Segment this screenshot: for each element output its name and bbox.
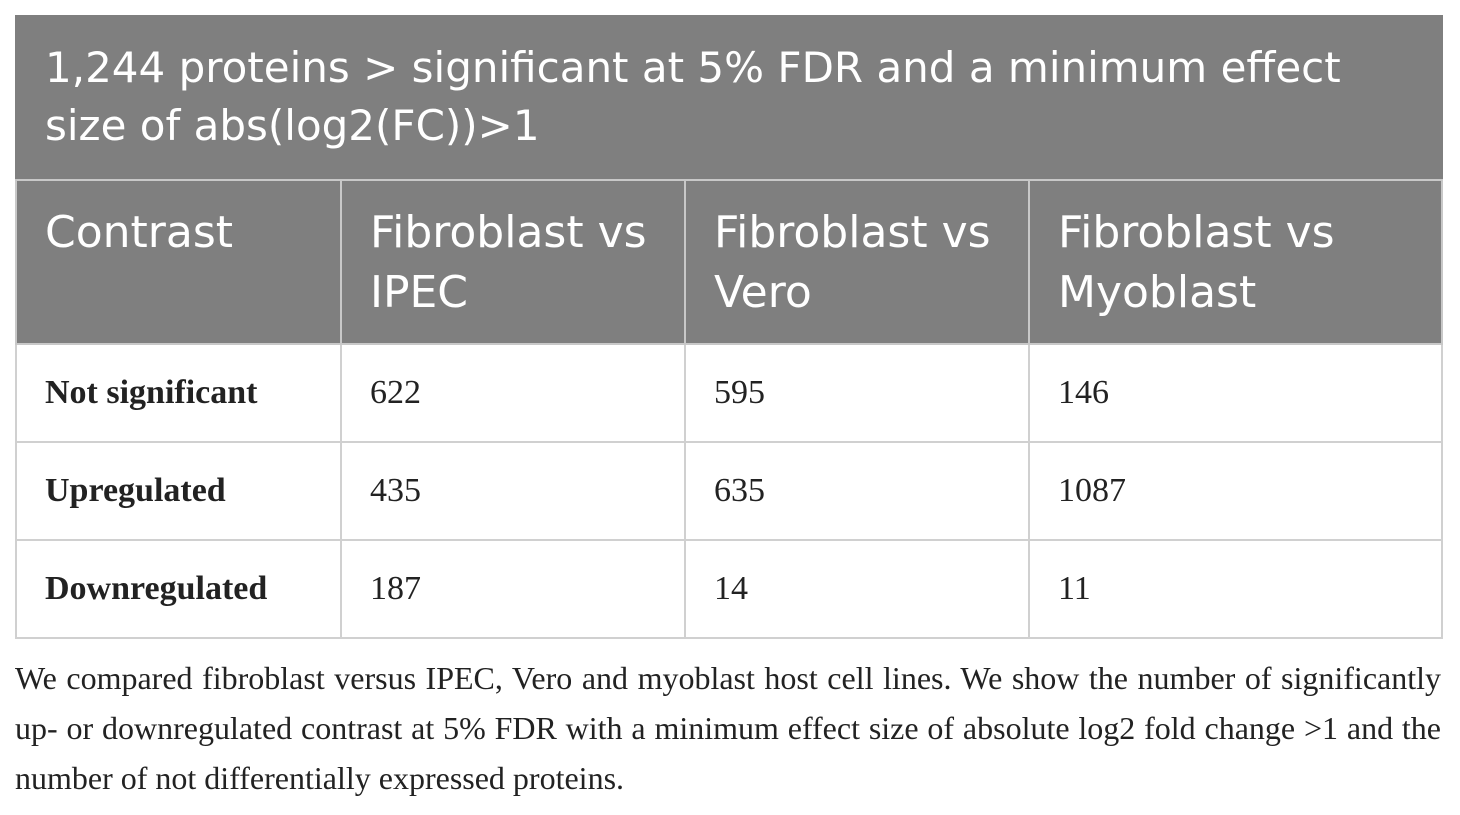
column-header: Fibroblast vs Vero <box>684 179 1030 345</box>
cell: 595 <box>684 343 1030 443</box>
column-header: Fibroblast vs Myoblast <box>1028 179 1443 345</box>
table-row: Downregulated 187 14 11 <box>15 539 1443 639</box>
row-label: Downregulated <box>15 539 342 639</box>
table-row: Not significant 622 595 146 <box>15 343 1443 443</box>
column-header: Fibroblast vs IPEC <box>340 179 686 345</box>
cell: 435 <box>340 441 686 541</box>
table-title: 1,244 proteins > significant at 5% FDR a… <box>15 15 1443 181</box>
cell: 635 <box>684 441 1030 541</box>
cell: 187 <box>340 539 686 639</box>
cell: 11 <box>1028 539 1443 639</box>
column-header: Contrast <box>15 179 342 345</box>
row-label: Not significant <box>15 343 342 443</box>
caption: We compared fibroblast versus IPEC, Vero… <box>15 660 1441 796</box>
row-label: Upregulated <box>15 441 342 541</box>
cell: 1087 <box>1028 441 1443 541</box>
cell: 146 <box>1028 343 1443 443</box>
data-table: 1,244 proteins > significant at 5% FDR a… <box>15 15 1443 639</box>
table-figure: 1,244 proteins > significant at 5% FDR a… <box>15 15 1443 803</box>
cell: 14 <box>684 539 1030 639</box>
table-row: Upregulated 435 635 1087 <box>15 441 1443 541</box>
cell: 622 <box>340 343 686 443</box>
